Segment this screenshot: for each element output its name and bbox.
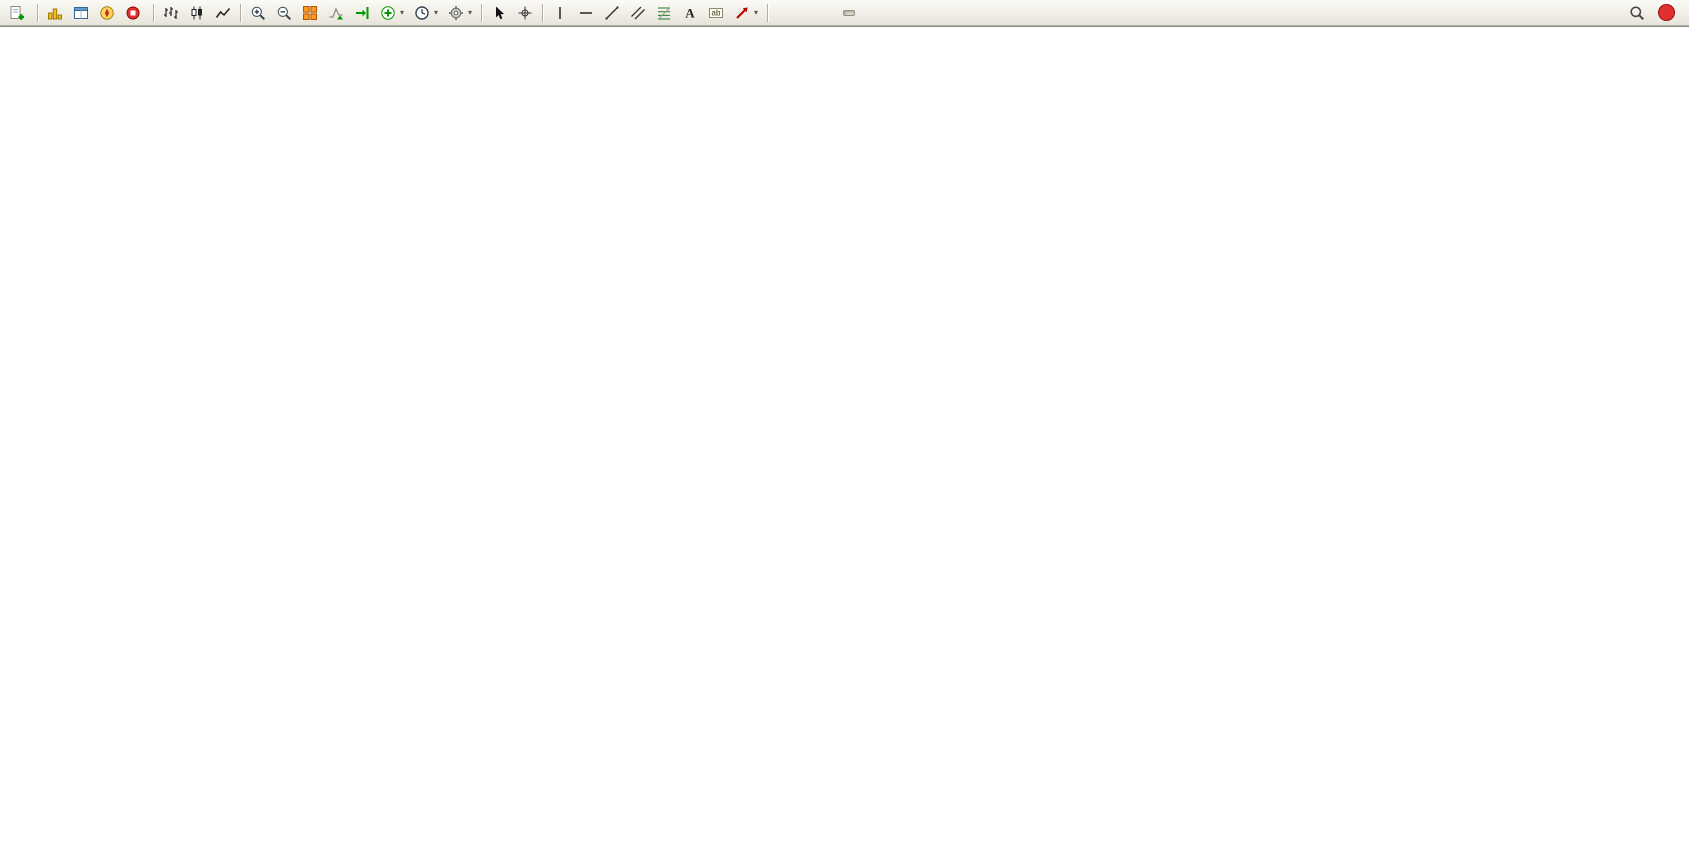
cursor-icon: [491, 5, 507, 21]
search-button[interactable]: [1625, 2, 1649, 24]
toolbar-separator: [37, 3, 38, 22]
text-icon: A: [682, 5, 698, 21]
text-button[interactable]: A: [678, 2, 702, 24]
search-icon: [1629, 5, 1645, 21]
timeframe-w1[interactable]: [871, 10, 883, 16]
market-watch-icon: [47, 5, 63, 21]
horizontal-line-button[interactable]: [574, 2, 598, 24]
periods-button[interactable]: ▾: [410, 2, 442, 24]
chart-svg: [0, 26, 1689, 862]
channel-icon: [630, 5, 646, 21]
template-icon: [448, 5, 464, 21]
chart-background: [0, 26, 1689, 862]
timeframe-h4[interactable]: [843, 9, 856, 16]
candles-icon: [189, 5, 205, 21]
fibonacci-button[interactable]: [652, 2, 676, 24]
navigator-icon: [99, 5, 115, 21]
vertical-line-button[interactable]: [548, 2, 572, 24]
timeframe-m30[interactable]: [815, 10, 827, 16]
indicator-icon: [380, 5, 396, 21]
toolbar-separator: [240, 3, 241, 22]
timeframe-mn[interactable]: [885, 10, 897, 16]
crosshair-button[interactable]: [513, 2, 537, 24]
market-watch-button[interactable]: [43, 2, 67, 24]
zoom-in-button[interactable]: [246, 2, 270, 24]
indicators-button[interactable]: ▾: [376, 2, 408, 24]
chart-shift-icon: [354, 5, 370, 21]
autotrade-icon: [125, 5, 141, 21]
navigator-button[interactable]: [95, 2, 119, 24]
candle-chart-button[interactable]: [185, 2, 209, 24]
text-label-icon: ab: [708, 5, 724, 21]
timeframe-m15[interactable]: [801, 10, 813, 16]
line-chart-button[interactable]: [211, 2, 235, 24]
trendline-icon: [604, 5, 620, 21]
toolbar-separator: [481, 3, 483, 22]
chart-area: [0, 26, 1689, 862]
new-order-button[interactable]: [5, 2, 32, 24]
tile-icon: [302, 5, 318, 21]
fibo-icon: [656, 5, 672, 21]
new-order-icon: [9, 5, 25, 21]
equidistant-channel-button[interactable]: [626, 2, 650, 24]
line-chart-icon: [215, 5, 231, 21]
vline-icon: [552, 5, 568, 21]
toolbar-separator: [767, 3, 769, 22]
clock-icon: [414, 5, 430, 21]
dropdown-arrow-icon: ▾: [754, 8, 759, 17]
timeframe-d1[interactable]: [857, 10, 869, 16]
toolbar-right-group: [1624, 2, 1685, 24]
arrows-button[interactable]: ▾: [730, 2, 762, 24]
zoom-out-icon: [276, 5, 292, 21]
bars-icon: [163, 5, 179, 21]
arrow-tool-icon: [734, 5, 750, 21]
hline-icon: [578, 5, 594, 21]
svg-text:A: A: [685, 5, 695, 20]
crosshair-icon: [517, 5, 533, 21]
toolbar-separator: [542, 3, 544, 22]
zoom-out-button[interactable]: [272, 2, 296, 24]
timeframe-h1[interactable]: [829, 10, 841, 16]
cursor-button[interactable]: [487, 2, 511, 24]
timeframe-m1[interactable]: [773, 10, 785, 16]
dropdown-arrow-icon: ▾: [468, 8, 473, 17]
text-label-button[interactable]: ab: [704, 2, 728, 24]
templates-button[interactable]: ▾: [444, 2, 476, 24]
dropdown-arrow-icon: ▾: [400, 8, 405, 17]
data-window-icon: [73, 5, 89, 21]
toolbar-separator: [153, 3, 154, 22]
autotrade-button[interactable]: [121, 2, 148, 24]
dropdown-arrow-icon: ▾: [434, 8, 439, 17]
auto-scroll-button[interactable]: [324, 2, 348, 24]
svg-text:ab: ab: [712, 8, 721, 17]
auto-scroll-icon: [328, 5, 344, 21]
zoom-in-icon: [250, 5, 266, 21]
trendline-button[interactable]: [600, 2, 624, 24]
data-window-button[interactable]: [69, 2, 93, 24]
notification-badge[interactable]: [1658, 4, 1675, 21]
timeframe-m5[interactable]: [787, 10, 799, 16]
tile-windows-button[interactable]: [298, 2, 322, 24]
chart-shift-button[interactable]: [350, 2, 374, 24]
bar-chart-button[interactable]: [159, 2, 183, 24]
